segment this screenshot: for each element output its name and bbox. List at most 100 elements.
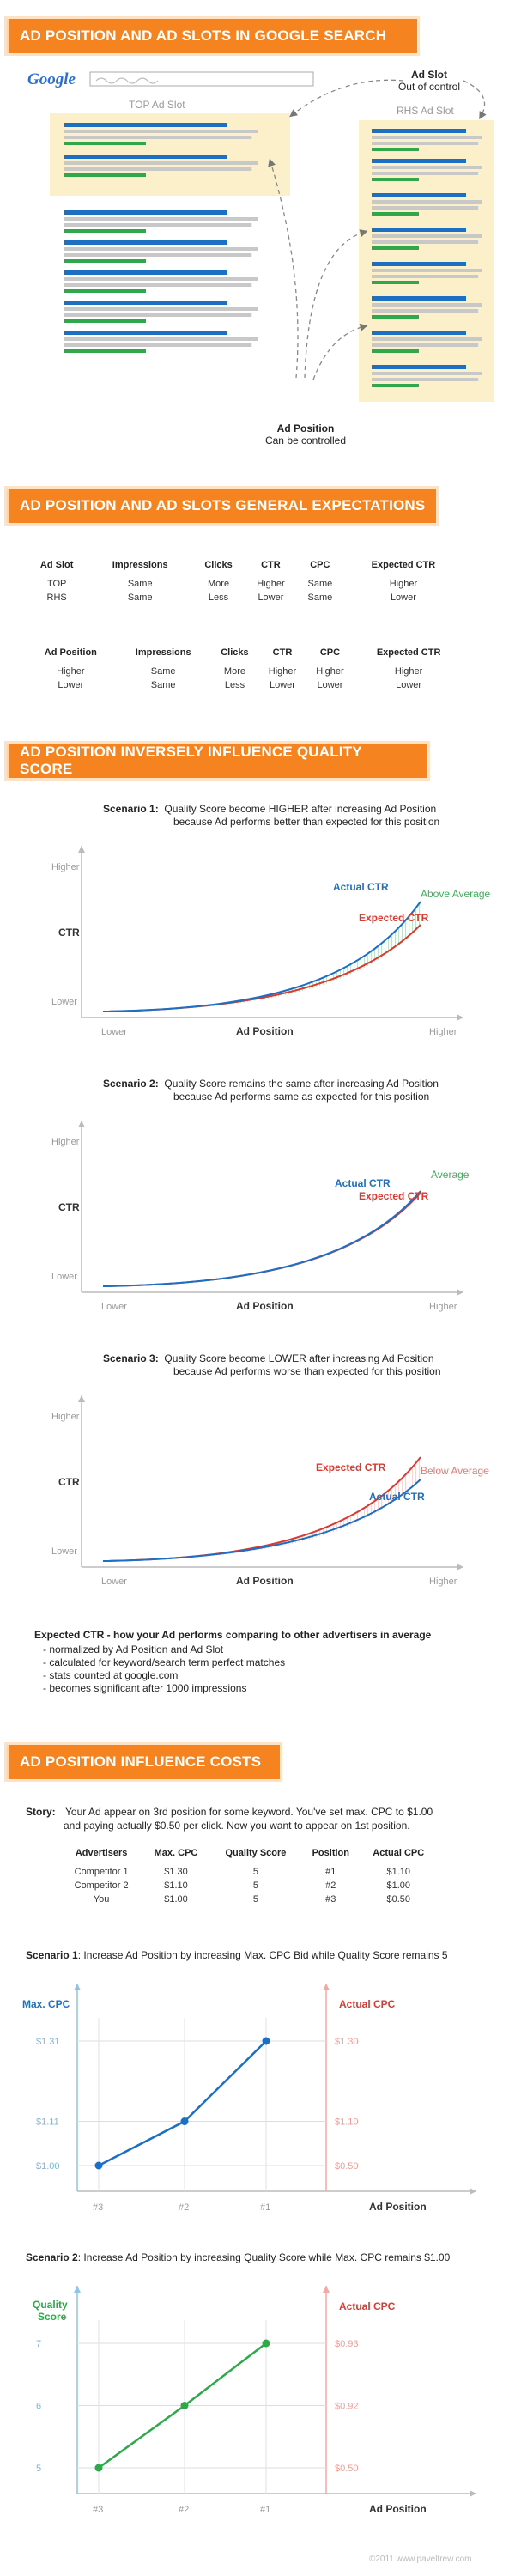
table-row: Competitor 2 $1.10 5 #2 $1.00	[60, 1879, 438, 1893]
rhs-ad-text-bar	[372, 303, 482, 307]
story-block: Story: Your Ad appear on 3rd position fo…	[26, 1805, 433, 1832]
column-header: Advertisers	[75, 1848, 128, 1858]
rhs-ad-text-bar	[372, 269, 482, 272]
data-point	[94, 2161, 103, 2170]
table-cell: Higher	[268, 666, 297, 677]
ad-position-arrow-2	[304, 229, 368, 379]
rhs-ad-text-bar	[372, 142, 479, 145]
column-header: Clicks	[204, 560, 233, 570]
ad-slot-title: Ad Slot	[411, 69, 447, 81]
table-cell: Lower	[396, 680, 422, 690]
ctr-curve-chart: Higher CTR Lower Lower Ad Position Higher Actu…	[52, 846, 491, 1037]
column-header: CPC	[319, 647, 341, 658]
organic-result-text-bar	[64, 313, 252, 317]
table-cell: $1.00	[164, 1894, 188, 1905]
quality-tag-label: Above Average	[421, 888, 491, 900]
organic-result-text-bar	[64, 223, 252, 227]
rhs-ad-url-bar	[372, 349, 419, 353]
organic-result-text-bar	[64, 277, 258, 281]
column-header: Position	[312, 1848, 349, 1858]
table-cell: You	[93, 1894, 110, 1905]
rhs-ad-title-bar	[372, 228, 466, 232]
y-axis-low-label: Lower	[52, 1272, 77, 1282]
x-axis-arrow	[457, 1564, 464, 1571]
actual-ctr-label: Actual CTR	[369, 1491, 425, 1503]
top-ads-group	[64, 123, 258, 177]
table-cell: 5	[252, 1894, 259, 1905]
top-ad-text-bar	[64, 136, 252, 139]
right-tick-label: $1.10	[335, 2117, 359, 2128]
rhs-ad-text-bar	[372, 309, 479, 313]
ad-slot-arrow-rhs	[463, 80, 487, 120]
left-tick-label: $1.11	[36, 2117, 59, 2128]
table-cell: Lower	[269, 680, 295, 690]
organic-result-url-bar	[64, 289, 146, 293]
left-axis-title: Max. CPC	[22, 1998, 70, 2010]
right-tick-label: $0.92	[335, 2402, 359, 2412]
scenario-line-2: because Ad performs same as expected for…	[173, 1091, 430, 1103]
y-axis-arrow	[78, 1121, 85, 1127]
column-header: Impressions	[135, 647, 191, 658]
table-cell: Higher	[257, 579, 285, 589]
right-tick-label: $0.93	[335, 2339, 359, 2349]
column-header: Ad Slot	[39, 560, 74, 570]
note-item: - becomes significant after 1000 impress…	[43, 1682, 247, 1694]
x-axis-title: Ad Position	[236, 1575, 294, 1587]
left-axis-title: Score	[38, 2311, 67, 2323]
left-tick-label: 7	[36, 2339, 41, 2349]
top-ad-text-bar	[64, 130, 258, 133]
organic-result-title-bar	[64, 210, 227, 215]
x-axis-title: Ad Position	[236, 1300, 294, 1312]
organic-result-title-bar	[64, 270, 227, 275]
scenario-label: Scenario 2:	[103, 1078, 159, 1090]
left-tick-label: $1.31	[36, 2037, 60, 2047]
organic-result-url-bar	[64, 349, 146, 353]
scenario-label: Scenario 1	[26, 1949, 78, 1961]
table-row: Higher Same More Higher Higher Higher	[26, 665, 464, 678]
table-cell: Higher	[57, 666, 85, 677]
rhs-ad-text-bar	[372, 378, 479, 381]
actual-ctr-line	[102, 901, 421, 1012]
top-ad-url-bar	[64, 173, 146, 177]
x-tick-label: #3	[93, 2505, 103, 2515]
organic-result-text-bar	[64, 307, 258, 311]
scenario-line-2: because Ad performs better than expected…	[173, 816, 440, 828]
table-cell: #2	[325, 1880, 336, 1891]
rhs-ad-slot-label: RHS Ad Slot	[397, 105, 454, 117]
y-axis-high-label: Higher	[52, 862, 80, 872]
ad-position-title: Ad Position	[276, 422, 335, 434]
rhs-ad-url-bar	[372, 212, 419, 216]
table-cell: TOP	[46, 579, 67, 589]
column-header: CTR	[261, 560, 281, 570]
column-header: Ad Position	[44, 647, 97, 658]
organic-result-text-bar	[64, 253, 252, 257]
rhs-ad-text-bar	[372, 166, 482, 169]
table-cell: Same	[127, 579, 153, 589]
data-point	[262, 2037, 270, 2045]
column-header: Clicks	[221, 647, 249, 658]
scenario-caption: Scenario 3: Quality Score become LOWER a…	[103, 1352, 441, 1378]
rhs-ad-url-bar	[372, 148, 419, 151]
column-header: Max. CPC	[154, 1848, 198, 1858]
scenario-label: Scenario 2	[26, 2251, 78, 2263]
left-axis-arrow	[74, 1984, 81, 1990]
scenario-caption: Scenario 1: Quality Score become HIGHER …	[103, 803, 439, 829]
scenario-label: Scenario 1:	[103, 803, 159, 815]
x-axis-low-label: Lower	[101, 1027, 127, 1037]
organic-results-group	[64, 210, 258, 353]
top-ad-url-bar	[64, 142, 146, 145]
table-cell: Same	[307, 579, 333, 589]
right-axis-title: Actual CPC	[339, 2300, 396, 2312]
rhs-ad-text-bar	[372, 206, 479, 210]
ad-slot-subtitle: Out of control	[397, 81, 461, 93]
data-point	[180, 2117, 189, 2126]
organic-result-title-bar	[64, 301, 227, 305]
table-row: TOP Same More Higher Same Higher	[26, 577, 464, 591]
section-banner: AD POSITION INVERSELY INFLUENCE QUALITY …	[7, 744, 427, 778]
y-axis-high-label: Higher	[52, 1412, 80, 1422]
ad-position-expectations-table: Ad Position Impressions Clicks CTR CPC Expect…	[26, 646, 464, 692]
section-banner: AD POSITION AND AD SLOTS GENERAL EXPECTA…	[7, 489, 436, 523]
ctr-curve-chart: Higher CTR Lower Lower Ad Position Higher Actu…	[52, 1395, 489, 1587]
advertisers-table: Advertisers Max. CPC Quality Score Position…	[60, 1846, 438, 1906]
right-tick-label: $0.50	[335, 2161, 359, 2172]
